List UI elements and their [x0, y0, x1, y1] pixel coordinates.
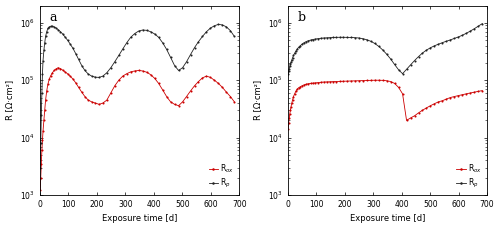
R$_{p}$: [356, 37, 362, 39]
R$_{p}$: [62, 35, 68, 38]
R$_{p}$: [196, 40, 202, 43]
R$_{ox}$: [480, 89, 486, 92]
R$_{ox}$: [472, 91, 478, 93]
R$_{ox}$: [301, 84, 307, 86]
R$_{ox}$: [448, 96, 454, 99]
Legend: R$_{ox}$, R$_{p}$: R$_{ox}$, R$_{p}$: [207, 161, 236, 191]
R$_{p}$: [232, 35, 237, 38]
R$_{p}$: [108, 66, 114, 69]
R$_{ox}$: [64, 72, 70, 75]
R$_{ox}$: [200, 76, 205, 79]
Y-axis label: R [Ω·cm²]: R [Ω·cm²]: [254, 80, 262, 120]
R$_{p}$: [285, 72, 291, 75]
R$_{p}$: [333, 36, 339, 39]
Text: a: a: [50, 11, 58, 24]
Line: R$_{ox}$: R$_{ox}$: [286, 78, 484, 131]
R$_{p}$: [310, 38, 316, 41]
X-axis label: Exposure time [d]: Exposure time [d]: [350, 214, 425, 224]
R$_{ox}$: [285, 128, 291, 131]
R$_{ox}$: [232, 101, 237, 103]
R$_{ox}$: [224, 91, 230, 93]
Line: R$_{p}$: R$_{p}$: [38, 22, 236, 170]
R$_{p}$: [86, 73, 91, 75]
R$_{p}$: [37, 166, 43, 169]
R$_{p}$: [301, 41, 307, 44]
R$_{ox}$: [372, 79, 378, 82]
R$_{ox}$: [112, 85, 118, 87]
R$_{p}$: [444, 40, 450, 43]
Text: b: b: [298, 11, 306, 24]
R$_{ox}$: [37, 189, 43, 192]
R$_{ox}$: [55, 66, 61, 69]
R$_{ox}$: [356, 79, 362, 82]
R$_{ox}$: [333, 80, 339, 83]
R$_{p}$: [224, 25, 230, 28]
X-axis label: Exposure time [d]: Exposure time [d]: [102, 214, 177, 224]
R$_{p}$: [216, 23, 222, 26]
R$_{p}$: [480, 22, 486, 25]
Line: R$_{p}$: R$_{p}$: [286, 22, 484, 76]
R$_{p}$: [53, 27, 59, 30]
R$_{ox}$: [53, 68, 59, 70]
Line: R$_{ox}$: R$_{ox}$: [38, 66, 236, 193]
R$_{p}$: [472, 27, 478, 30]
Y-axis label: R [Ω·cm²]: R [Ω·cm²]: [6, 80, 15, 120]
R$_{ox}$: [88, 101, 94, 103]
R$_{ox}$: [310, 82, 316, 85]
Legend: R$_{ox}$, R$_{p}$: R$_{ox}$, R$_{p}$: [455, 161, 484, 191]
